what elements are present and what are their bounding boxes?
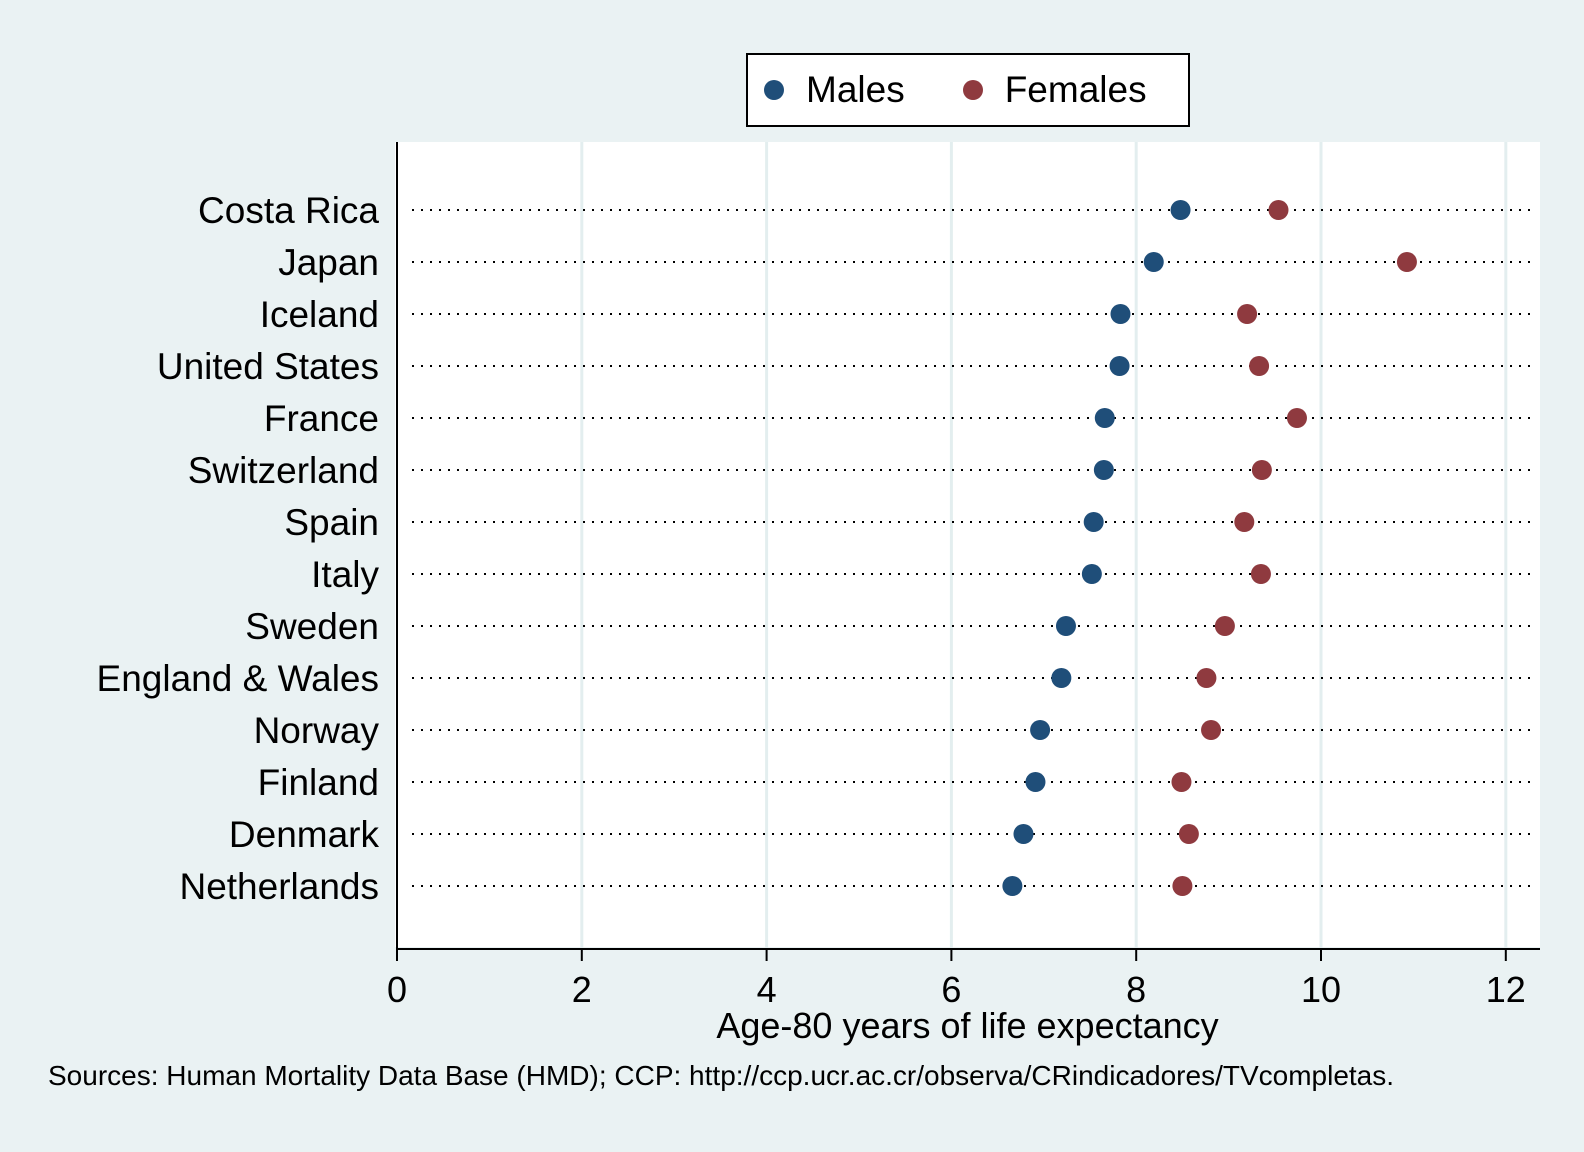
x-axis-title: Age-80 years of life expectancy (716, 1005, 1219, 1046)
point-males (1094, 408, 1115, 428)
point-females (1171, 772, 1192, 792)
point-females (1172, 876, 1193, 896)
legend-label-females: Females (1004, 69, 1147, 110)
y-category-label: Norway (254, 710, 380, 751)
point-females (1234, 512, 1255, 532)
point-males (1109, 356, 1130, 376)
point-females (1250, 564, 1271, 584)
x-tick-label: 4 (757, 969, 777, 1010)
point-males (1002, 876, 1023, 896)
point-males (1110, 304, 1131, 324)
x-tick-label: 10 (1301, 969, 1341, 1010)
y-category-label: United States (157, 346, 379, 387)
point-females (1237, 304, 1258, 324)
point-males (1081, 564, 1102, 584)
y-category-label: Denmark (229, 814, 380, 855)
y-category-label: Iceland (260, 294, 379, 335)
point-males (1143, 252, 1164, 272)
point-males (1055, 616, 1076, 636)
legend-marker-females (962, 80, 983, 100)
legend-item-females: Females (962, 69, 1147, 111)
point-females (1286, 408, 1307, 428)
y-category-label: Japan (278, 242, 379, 283)
point-females (1268, 200, 1289, 220)
point-females (1396, 252, 1417, 272)
legend-label-males: Males (806, 69, 905, 110)
point-females (1196, 668, 1217, 688)
point-males (1093, 460, 1114, 480)
point-males (1083, 512, 1104, 532)
legend: Males Females (746, 53, 1190, 127)
plot-area (395, 142, 1540, 947)
y-category-label: Spain (284, 502, 379, 543)
y-category-label: Switzerland (188, 450, 379, 491)
grid-lines (580, 142, 1508, 949)
x-axis-ticks: 0 2 4 6 8 10 12 (387, 949, 1526, 1010)
category-rows: Costa Rica Japan Iceland United States Franc… (97, 190, 1536, 907)
y-category-label: Finland (258, 762, 379, 803)
x-tick-label: 2 (572, 969, 592, 1010)
point-males (1051, 668, 1072, 688)
data-points (1002, 200, 1417, 896)
legend-item-males: Males (764, 69, 905, 111)
legend-marker-males (764, 80, 784, 100)
point-males (1025, 772, 1046, 792)
x-tick-label: 6 (941, 969, 961, 1010)
y-category-label: England & Wales (97, 658, 379, 699)
source-note: Sources: Human Mortality Data Base (HMD)… (48, 1060, 1395, 1091)
y-category-label: Italy (311, 554, 379, 595)
point-females (1249, 356, 1270, 376)
point-females (1178, 824, 1199, 844)
x-tick-label: 0 (387, 969, 407, 1010)
y-category-label: Netherlands (179, 866, 379, 907)
x-tick-label: 8 (1126, 969, 1146, 1010)
y-category-label: France (264, 398, 379, 439)
point-females (1214, 616, 1235, 636)
y-category-label: Sweden (245, 606, 379, 647)
point-males (1030, 720, 1051, 740)
x-tick-label: 12 (1486, 969, 1526, 1010)
point-females (1251, 460, 1272, 480)
point-females (1201, 720, 1222, 740)
point-males (1013, 824, 1034, 844)
point-males (1170, 200, 1191, 220)
y-category-label: Costa Rica (198, 190, 379, 231)
